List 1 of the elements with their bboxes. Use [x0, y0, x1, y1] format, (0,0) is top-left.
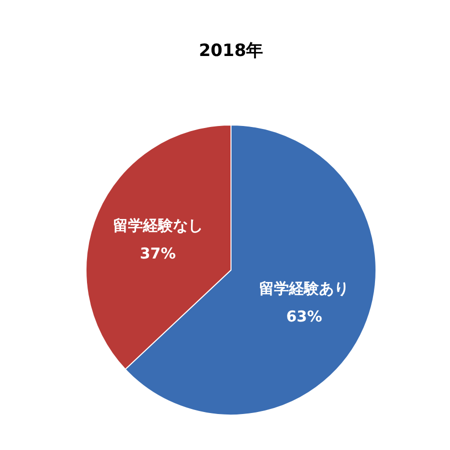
chart-title: 2018年: [198, 41, 264, 61]
